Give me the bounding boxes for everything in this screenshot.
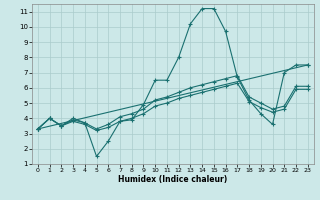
X-axis label: Humidex (Indice chaleur): Humidex (Indice chaleur) (118, 175, 228, 184)
